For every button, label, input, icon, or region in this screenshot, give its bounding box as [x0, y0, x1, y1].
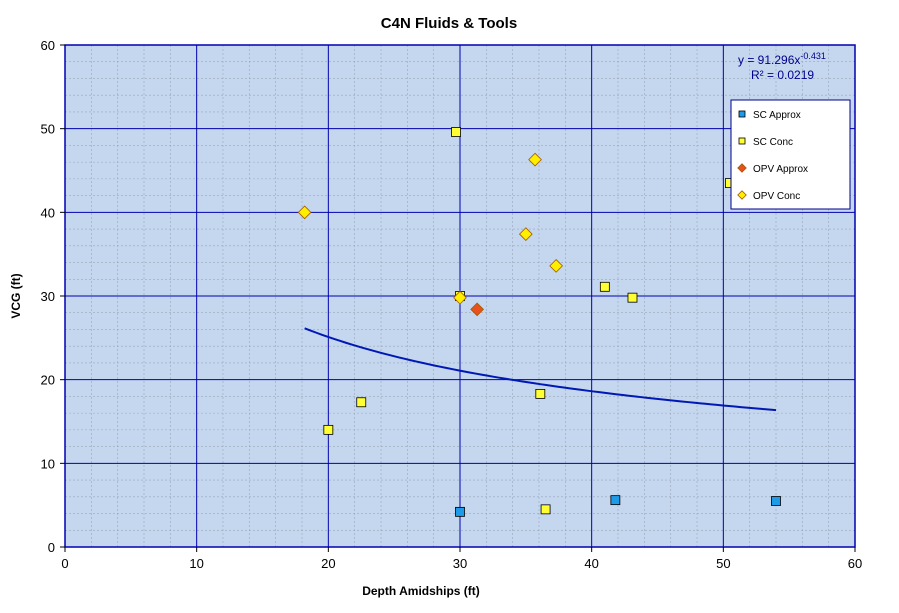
- legend-box: [730, 99, 851, 210]
- svg-text:y = 91.296x-0.431: y = 91.296x-0.431: [738, 51, 826, 67]
- y-tick-label: 20: [41, 373, 55, 388]
- x-tick-label: 60: [848, 556, 862, 571]
- tick-labels: 0 10 20 30 40 50 60 0 10 20 30 40 50 60: [41, 38, 863, 571]
- y-tick-label: 50: [41, 122, 55, 137]
- data-point: [627, 292, 638, 303]
- y-tick-label: 60: [41, 38, 55, 53]
- data-point: [549, 259, 563, 273]
- y-tick-label: 40: [41, 205, 55, 220]
- trendline-equation: y = 91.296x-0.431 R² = 0.0219: [738, 51, 826, 82]
- legend-marker: [738, 137, 746, 145]
- legend-entry: SC Approx: [753, 110, 801, 121]
- data-point: [451, 127, 461, 137]
- legend-marker: [737, 190, 747, 200]
- data-point: [356, 397, 367, 408]
- data-point: [455, 506, 465, 517]
- series-opv-conc: [297, 152, 563, 305]
- x-tick-label: 10: [189, 556, 203, 571]
- x-tick-label: 50: [716, 556, 730, 571]
- data-point: [535, 388, 546, 399]
- data-point: [470, 302, 484, 317]
- x-axis-label: Depth Amidships (ft): [362, 584, 480, 598]
- legend-entry: OPV Conc: [753, 191, 800, 202]
- data-point: [323, 424, 334, 435]
- chart-title: C4N Fluids & Tools: [381, 15, 517, 32]
- data-point: [599, 281, 610, 292]
- x-tick-label: 20: [321, 556, 335, 571]
- series-sc-approx: [455, 495, 781, 517]
- data-point: [771, 496, 781, 506]
- trendline-curve: [304, 327, 777, 412]
- x-tick-label: 40: [584, 556, 598, 571]
- data-points: [297, 127, 781, 517]
- y-tick-label: 0: [48, 540, 55, 555]
- legend-entry: OPV Approx: [753, 164, 808, 175]
- legend-entry: SC Conc: [753, 137, 793, 148]
- data-point: [518, 227, 533, 241]
- x-tick-label: 30: [453, 556, 467, 571]
- y-tick-label: 30: [41, 289, 55, 304]
- trendline-r2: R² = 0.0219: [751, 68, 814, 82]
- trendline-equation-main: y = 91.296x: [738, 53, 800, 67]
- trendline: [304, 327, 777, 412]
- series-opv-approx: [470, 302, 484, 317]
- data-point: [610, 495, 621, 506]
- y-axis-label: VCG (ft): [9, 273, 23, 318]
- y-tick-label: 10: [41, 456, 55, 471]
- data-point: [540, 504, 551, 515]
- legend: SC Approx SC Conc OPV Approx OPV Conc: [730, 99, 851, 210]
- data-point: [453, 290, 467, 305]
- x-tick-label: 0: [61, 556, 68, 571]
- legend-marker: [737, 163, 747, 173]
- data-point: [528, 152, 542, 167]
- trendline-equation-exponent: -0.431: [800, 51, 826, 61]
- legend-marker: [738, 110, 746, 118]
- data-point: [297, 205, 312, 220]
